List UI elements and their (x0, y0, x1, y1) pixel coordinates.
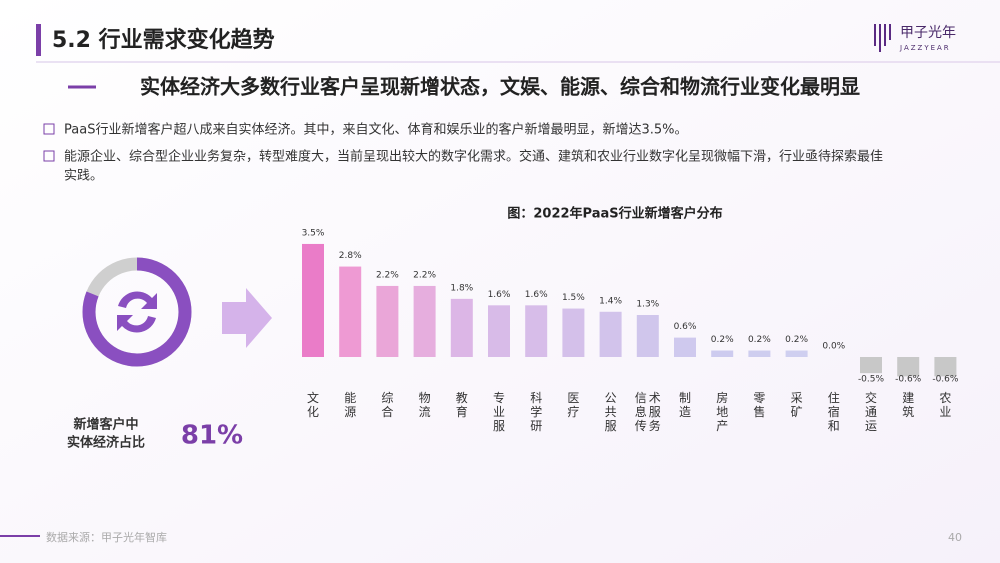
header-accent (36, 24, 41, 56)
value-label: 1.6% (525, 290, 548, 300)
x-tick-label: 公共服 (605, 391, 617, 433)
x-tick-label: 农业 (939, 391, 951, 419)
bullet: 能源企业、综合型企业业务复杂，转型难度大，当前呈现出较大的数字化需求。交通、建筑… (64, 149, 883, 165)
x-tick-label: 零售 (753, 391, 765, 419)
value-label: -0.6% (895, 375, 922, 385)
x-tick-label: 采矿 (791, 391, 803, 419)
value-label: 1.5% (562, 293, 585, 303)
logo-text: 甲子光年 (900, 25, 956, 41)
bar (711, 350, 734, 357)
value-label: 1.6% (488, 290, 511, 300)
x-tick-label: 文化 (307, 390, 319, 419)
bar (525, 305, 548, 357)
x-tick-label: 教育 (456, 390, 468, 419)
x-tick-label: 房地产 (716, 390, 728, 433)
arrow (222, 288, 272, 348)
bar (302, 243, 324, 357)
value-label: 1.4% (599, 296, 622, 306)
chart-title: 图：2022年PaaS行业新增客户分布 (507, 206, 722, 222)
value-label: 0.0% (822, 342, 845, 352)
bar (450, 298, 473, 357)
donut-value: 81% (181, 421, 243, 451)
value-label: 3.5% (302, 228, 325, 238)
value-label: 0.2% (748, 335, 771, 345)
donut-caption: 实体经济占比 (67, 435, 145, 451)
bar (413, 285, 436, 357)
bar (934, 357, 957, 377)
bar (488, 305, 510, 357)
donut-caption: 新增客户中 (73, 417, 138, 433)
value-label: -0.6% (932, 375, 959, 385)
bar (785, 350, 808, 357)
bullet: 实践。 (64, 169, 103, 184)
logo-subtext: JAZZYEAR (899, 44, 951, 52)
x-tick-label: 能源 (344, 391, 356, 419)
value-label: 2.2% (376, 270, 399, 280)
bar (674, 337, 696, 357)
subtitle: 实体经济大多数行业客户呈现新增状态，文娱、能源、综合和物流行业变化最明显 (140, 75, 860, 99)
bullet-marker (43, 123, 55, 135)
value-label: 0.2% (785, 335, 808, 345)
x-tick-label: 综合 (381, 391, 393, 419)
logo-mark (874, 24, 891, 52)
bar (636, 315, 659, 357)
value-label: 0.2% (711, 335, 734, 345)
x-tick-label: 住宿和 (828, 391, 840, 433)
bullet: PaaS行业新增客户超八成来自实体经济。其中，来自文化、体育和娱乐业的客户新增最… (64, 122, 687, 138)
value-label: 0.6% (674, 322, 697, 332)
bar (562, 308, 585, 357)
refresh-icon (117, 291, 157, 333)
donut-arc (82, 257, 192, 367)
value-label: -0.5% (858, 375, 885, 385)
bullet-marker (43, 150, 55, 162)
x-tick-label: 交通运 (865, 390, 877, 433)
value-label: 1.8% (450, 283, 473, 293)
x-tick-label: 建筑 (902, 391, 914, 419)
bar (339, 266, 362, 357)
bar (897, 357, 920, 377)
value-label: 1.3% (636, 300, 659, 310)
x-tick-label: 科学研 (530, 391, 542, 433)
page-number: 40 (948, 531, 962, 544)
footer-source: 数据来源：甲子光年智库 (46, 530, 167, 544)
x-tick-label: 医疗 (567, 391, 579, 419)
x-tick-label: 专业服 (493, 390, 505, 433)
x-tick-label: 制造 (679, 391, 691, 419)
value-label: 2.2% (413, 270, 436, 280)
bar (599, 311, 622, 357)
bar (376, 285, 399, 357)
header-title: 5.2 行业需求变化趋势 (52, 27, 275, 53)
x-tick-label: 信息传术服务 (635, 391, 661, 433)
bar (748, 350, 771, 357)
bar (860, 357, 882, 374)
value-label: 2.8% (339, 251, 362, 261)
x-tick-label: 物流 (419, 391, 431, 419)
